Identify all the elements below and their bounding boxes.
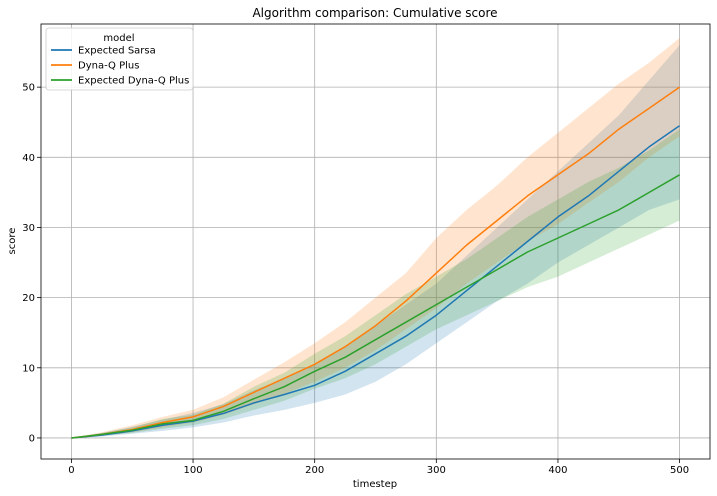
legend-title: model: [103, 33, 134, 44]
x-tick-label: 500: [670, 465, 689, 476]
legend-label-expected-sarsa: Expected Sarsa: [78, 46, 156, 57]
x-axis-label: timestep: [353, 479, 397, 490]
y-tick-label: 40: [22, 153, 35, 164]
x-axis-ticks: 0 100 200 300 400 500: [68, 459, 689, 476]
y-tick-label: 30: [22, 223, 35, 234]
line-dyna-q-plus: [71, 86, 681, 439]
y-tick-label: 20: [22, 293, 35, 304]
line-expected-sarsa: [71, 125, 681, 439]
confidence-bands: [71, 38, 680, 438]
x-tick-label: 0: [68, 465, 74, 476]
series-lines: [71, 86, 681, 439]
y-tick-label: 50: [22, 83, 35, 94]
y-axis-label: score: [7, 228, 18, 255]
grid-lines: [41, 24, 710, 459]
legend-items: Expected Sarsa Dyna-Q Plus Expected Dyna-Q…: [51, 46, 189, 87]
chart-title: Algorithm comparison: Cumulative score: [252, 6, 497, 20]
y-tick-label: 0: [29, 433, 35, 444]
band-expected-sarsa: [71, 45, 680, 438]
legend-label-dyna-q-plus: Dyna-Q Plus: [78, 61, 139, 72]
y-tick-label: 10: [22, 363, 35, 374]
legend-box: [45, 27, 194, 91]
x-tick-label: 100: [183, 465, 202, 476]
legend-label-expected-dyna-q-plus: Expected Dyna-Q Plus: [78, 76, 189, 87]
plot-frame: [40, 23, 711, 460]
x-tick-label: 400: [548, 465, 567, 476]
x-tick-label: 300: [427, 465, 446, 476]
y-axis-ticks: 0 10 20 30 40 50: [22, 83, 41, 444]
plot-area: [41, 24, 710, 459]
x-tick-label: 200: [305, 465, 324, 476]
line-expected-dyna-q-plus: [71, 174, 680, 439]
